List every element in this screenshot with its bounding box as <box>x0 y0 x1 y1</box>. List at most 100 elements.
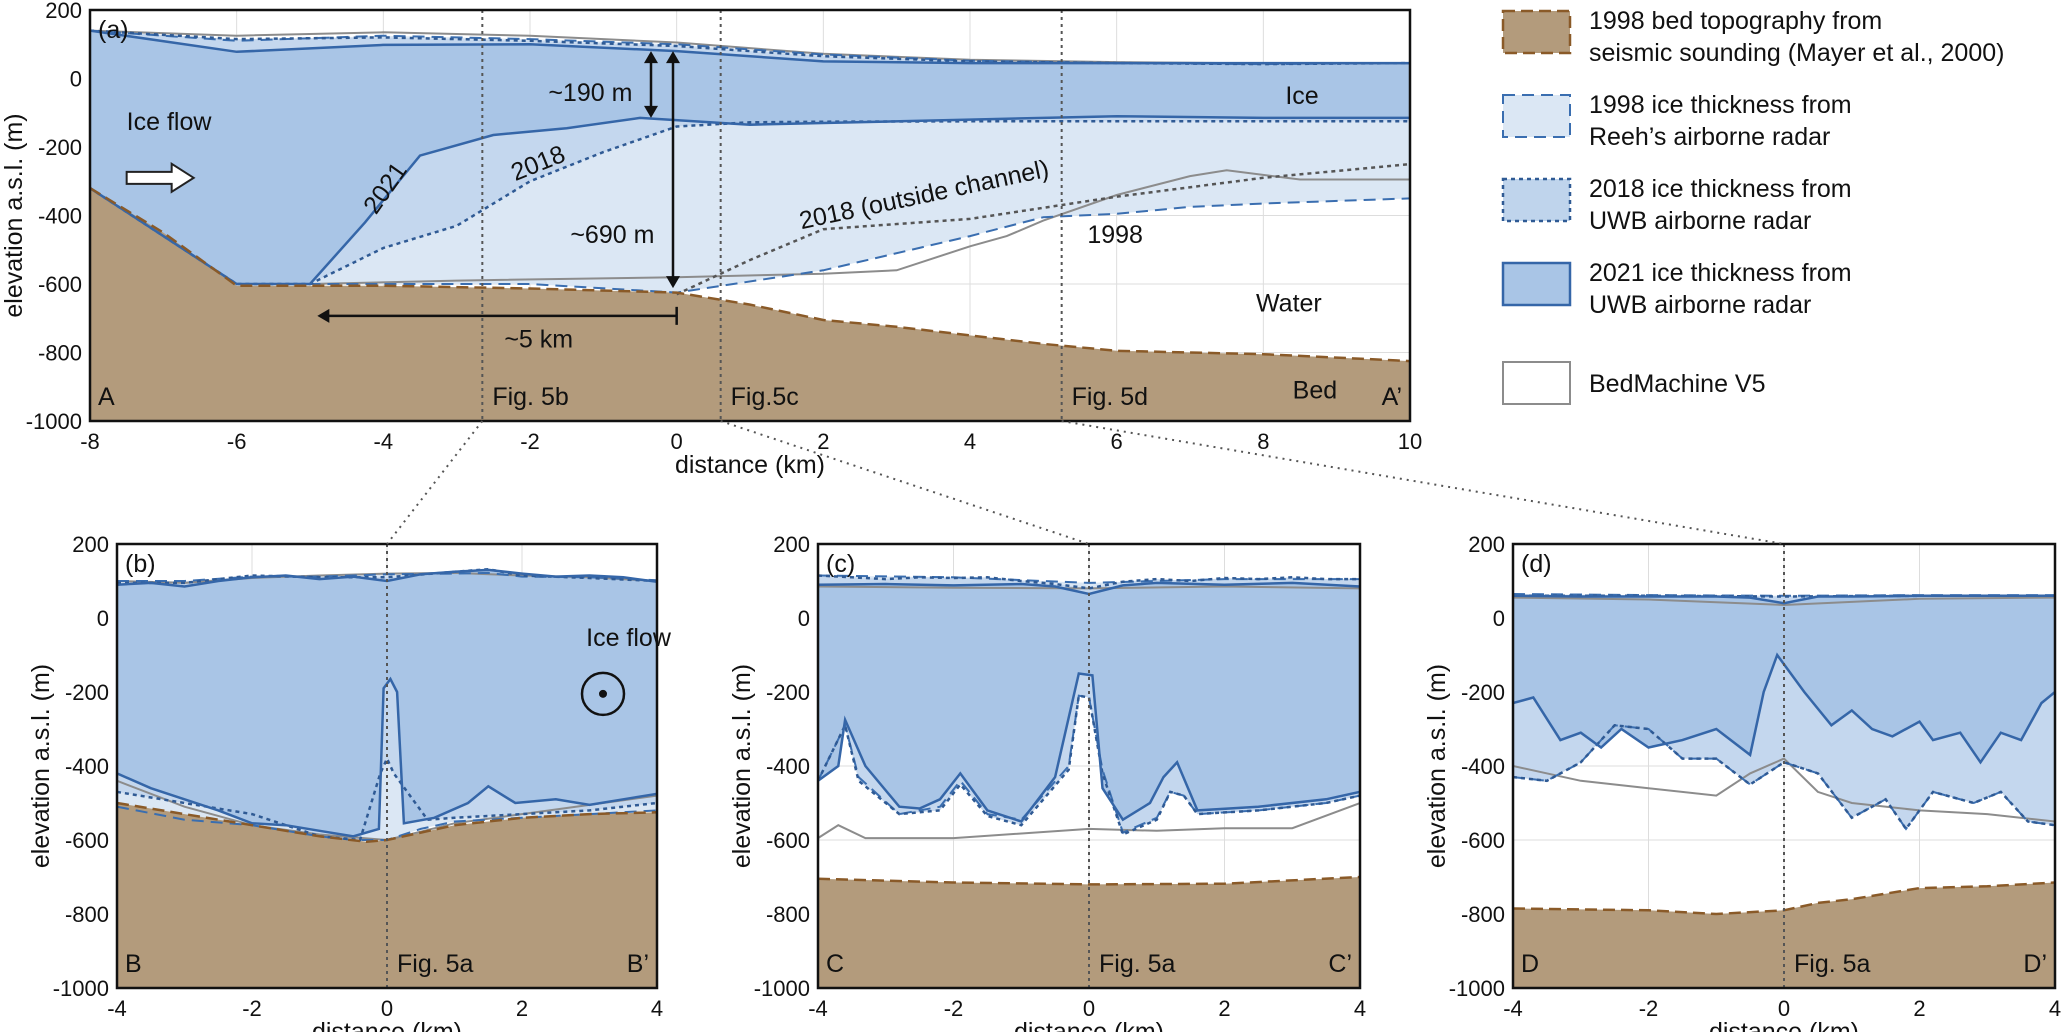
arrowhead-icon <box>644 105 658 118</box>
legend-label-line: 1998 bed topography from <box>1589 7 1882 35</box>
panel-frame <box>88 8 1412 423</box>
arrowhead-icon <box>644 51 658 64</box>
plot-area-c <box>818 544 1360 988</box>
ice-2021-base-line <box>117 676 657 838</box>
legend-label-line: BedMachine V5 <box>1589 370 1766 398</box>
x-tick-label: -2 <box>1639 996 1659 1021</box>
x-tick-label: -2 <box>520 429 540 454</box>
y-tick-label: -800 <box>1461 902 1505 927</box>
x-tick-label: -4 <box>107 996 127 1021</box>
x-tick-label: 4 <box>964 429 976 454</box>
panel-label: (c) <box>826 550 855 578</box>
ice-flow-arrow-icon <box>125 162 196 194</box>
y-tick-label: -800 <box>38 341 82 366</box>
section-connector-line <box>386 420 484 545</box>
legend-label-line: Reeh’s airborne radar <box>1589 123 1830 151</box>
ice-2018-base-line <box>1513 723 2055 832</box>
y-tick-label: -800 <box>65 902 109 927</box>
annotation-label: Ice flow <box>127 108 213 136</box>
section-end-label: A’ <box>1382 383 1402 411</box>
bed-swatch-icon <box>1501 9 1572 55</box>
y-tick-label: -1000 <box>754 976 810 1001</box>
ice-2021-base-line <box>818 672 1360 823</box>
section-connector-line <box>720 420 1090 545</box>
annotation-label: Bed <box>1293 377 1337 405</box>
bed-1998-line <box>818 875 1360 886</box>
panel-label: (a) <box>98 16 129 44</box>
arrowhead-icon <box>666 51 680 64</box>
legend-label-line: seismic sounding (Mayer et al., 2000) <box>1589 39 2004 67</box>
annotation-label: ~690 m <box>570 221 654 249</box>
y-tick-label: -400 <box>38 204 82 229</box>
plot-area-d <box>1513 544 2055 988</box>
y-tick-label: 0 <box>798 606 810 631</box>
section-label: Fig. 5d <box>1072 383 1148 411</box>
x-tick-label: 4 <box>1354 996 1366 1021</box>
x-tick-label: -4 <box>1503 996 1523 1021</box>
panel-d: Fig. 5a -4 -2 0 2 4 200 0 -200 -400 -600 -800 -1000 d… <box>1423 532 2061 1032</box>
y-axis-label: elevation a.s.l. (m) <box>0 113 28 317</box>
panel-label: (d) <box>1521 550 1552 578</box>
ice-2021-base-line <box>1513 652 2055 765</box>
annotation-label: Ice flow <box>586 624 672 652</box>
x-tick-label: 2 <box>516 996 528 1021</box>
y-tick-label: -400 <box>65 754 109 779</box>
y-tick-label: -1000 <box>26 409 82 434</box>
legend-label-line: UWB airborne radar <box>1589 207 1811 235</box>
bed-area <box>818 877 1360 988</box>
section-end-label: C’ <box>1328 950 1352 978</box>
ice-2018-swatch-icon <box>1501 177 1572 223</box>
ice-1998-base-line <box>90 187 1410 294</box>
y-tick-label: -400 <box>1461 754 1505 779</box>
arrowhead-icon <box>666 276 680 289</box>
y-tick-label: 0 <box>70 67 82 92</box>
ice-2021-surface-line <box>90 29 1410 65</box>
ice-2018-outside-channel-line <box>676 162 1410 296</box>
ice-2021-surface-line <box>1513 594 2055 605</box>
legend-label-line: UWB airborne radar <box>1589 291 1811 319</box>
x-tick-label: 2 <box>1218 996 1230 1021</box>
y-tick-label: -600 <box>1461 828 1505 853</box>
y-tick-label: 200 <box>1468 532 1505 557</box>
y-tick-label: -600 <box>65 828 109 853</box>
annotation-label: ~190 m <box>548 79 632 107</box>
x-tick-label: 4 <box>2049 996 2061 1021</box>
y-axis-label: elevation a.s.l. (m) <box>27 664 55 868</box>
section-connector-line <box>1061 420 1785 545</box>
x-tick-label: 6 <box>1111 429 1123 454</box>
section-start-label: D <box>1521 950 1539 978</box>
bedmachine-swatch-icon <box>1502 361 1571 405</box>
bed-area <box>90 188 1410 421</box>
bedmachine-base-line <box>818 802 1360 840</box>
x-tick-label: 8 <box>1257 429 1269 454</box>
y-tick-label: 200 <box>773 532 810 557</box>
x-tick-label: 0 <box>381 996 393 1021</box>
panel-frame <box>816 542 1362 990</box>
annotation-label: 1998 <box>1087 221 1143 249</box>
bedmachine-base-line <box>1513 757 2055 823</box>
x-tick-label: -2 <box>944 996 964 1021</box>
legend-label-line: 2018 ice thickness from <box>1589 175 1852 203</box>
bed-1998-line <box>1513 881 2055 916</box>
x-tick-label: -4 <box>374 429 394 454</box>
y-axis-label: elevation a.s.l. (m) <box>728 664 756 868</box>
section-start-label: B <box>125 950 142 978</box>
y-tick-label: -600 <box>38 272 82 297</box>
section-label: Fig. 5b <box>492 383 568 411</box>
panel-label: (b) <box>125 550 156 578</box>
section-start-label: A <box>98 383 115 411</box>
y-tick-label: -800 <box>766 902 810 927</box>
ice-2018-base-line <box>117 755 657 842</box>
section-label: Fig. 5a <box>1099 950 1176 978</box>
x-tick-label: -2 <box>242 996 262 1021</box>
x-tick-label: 0 <box>671 429 683 454</box>
y-tick-label: 0 <box>1493 606 1505 631</box>
legend-item-bedmachine: BedMachine V5 <box>1502 361 1766 405</box>
annotation-label: ~5 km <box>504 325 573 353</box>
section-end-label: D’ <box>2023 950 2047 978</box>
x-tick-label: 0 <box>1083 996 1095 1021</box>
section-end-label: B’ <box>627 950 649 978</box>
annotation-label: Water <box>1256 289 1322 317</box>
x-axis-label: distance (km) <box>675 451 825 479</box>
x-axis-label: distance (km) <box>312 1018 462 1032</box>
